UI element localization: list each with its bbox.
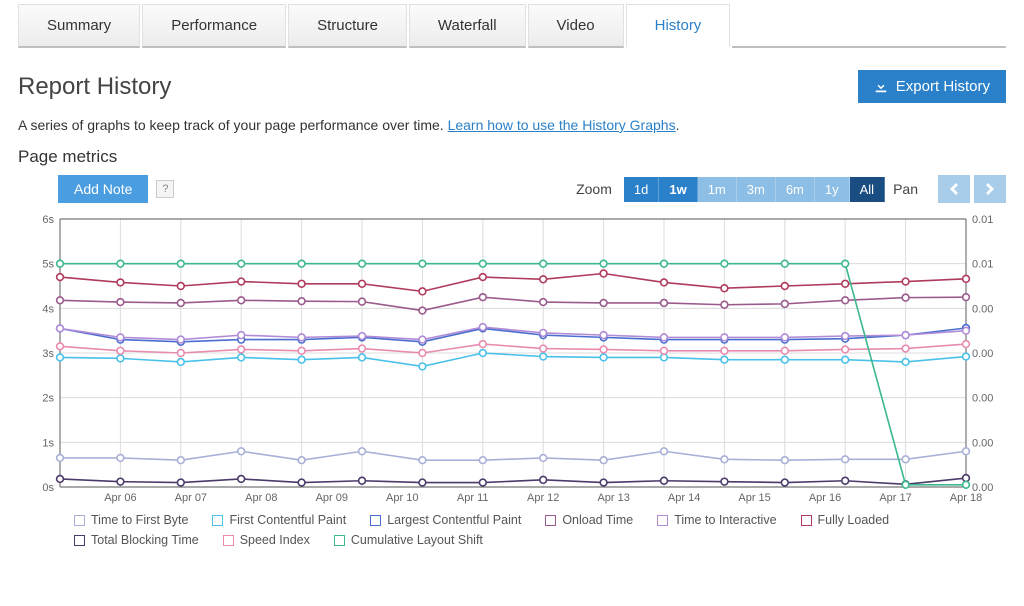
legend-swatch bbox=[334, 535, 345, 546]
legend-label: Onload Time bbox=[562, 513, 633, 527]
svg-text:Apr 09: Apr 09 bbox=[316, 492, 348, 504]
zoom-1w-button[interactable]: 1w bbox=[659, 177, 697, 202]
svg-text:Apr 11: Apr 11 bbox=[457, 492, 489, 504]
legend-item[interactable]: Total Blocking Time bbox=[74, 533, 199, 547]
svg-text:Apr 17: Apr 17 bbox=[879, 492, 911, 504]
legend-label: Largest Contentful Paint bbox=[387, 513, 521, 527]
pan-button-group bbox=[938, 175, 1006, 203]
pan-left-button[interactable] bbox=[938, 175, 970, 203]
tab-summary[interactable]: Summary bbox=[18, 4, 140, 48]
zoom-all-button[interactable]: All bbox=[850, 177, 885, 202]
export-history-label: Export History bbox=[896, 78, 990, 95]
page-title: Report History bbox=[18, 73, 171, 101]
tab-structure[interactable]: Structure bbox=[288, 4, 407, 48]
tab-waterfall[interactable]: Waterfall bbox=[409, 4, 526, 48]
legend-label: Cumulative Layout Shift bbox=[351, 533, 483, 547]
svg-text:Apr 07: Apr 07 bbox=[175, 492, 207, 504]
pan-label: Pan bbox=[893, 181, 918, 197]
svg-text:5s: 5s bbox=[42, 259, 54, 271]
svg-text:Apr 16: Apr 16 bbox=[809, 492, 841, 504]
svg-text:0.01: 0.01 bbox=[972, 214, 993, 226]
legend-item[interactable]: Cumulative Layout Shift bbox=[334, 533, 483, 547]
zoom-1d-button[interactable]: 1d bbox=[624, 177, 659, 202]
svg-text:0.01: 0.01 bbox=[972, 259, 993, 271]
svg-text:3s: 3s bbox=[42, 348, 54, 360]
download-icon bbox=[874, 80, 888, 94]
learn-history-graphs-link[interactable]: Learn how to use the History Graphs bbox=[448, 117, 676, 133]
legend-swatch bbox=[657, 515, 668, 526]
legend-swatch bbox=[370, 515, 381, 526]
legend-label: Speed Index bbox=[240, 533, 310, 547]
history-description-text: A series of graphs to keep track of your… bbox=[18, 117, 448, 133]
zoom-button-group: 1d1w1m3m6m1yAll bbox=[624, 177, 885, 202]
zoom-3m-button[interactable]: 3m bbox=[737, 177, 776, 202]
legend-label: Fully Loaded bbox=[818, 513, 890, 527]
legend-item[interactable]: Largest Contentful Paint bbox=[370, 513, 521, 527]
legend-item[interactable]: Onload Time bbox=[545, 513, 633, 527]
chart-legend: Time to First Byte First Contentful Paint… bbox=[18, 513, 1006, 547]
svg-text:0s: 0s bbox=[42, 482, 54, 494]
legend-swatch bbox=[545, 515, 556, 526]
chevron-left-icon bbox=[949, 182, 959, 196]
zoom-1y-button[interactable]: 1y bbox=[815, 177, 850, 202]
svg-text:0.00: 0.00 bbox=[972, 393, 993, 405]
help-icon[interactable]: ? bbox=[156, 180, 174, 198]
svg-text:Apr 06: Apr 06 bbox=[104, 492, 136, 504]
svg-text:4s: 4s bbox=[42, 303, 54, 315]
svg-text:0.00: 0.00 bbox=[972, 482, 993, 494]
chevron-right-icon bbox=[985, 182, 995, 196]
svg-text:2s: 2s bbox=[42, 393, 54, 405]
legend-label: Total Blocking Time bbox=[91, 533, 199, 547]
legend-swatch bbox=[223, 535, 234, 546]
chart-controls: Add Note ? Zoom 1d1w1m3m6m1yAll Pan bbox=[18, 175, 1006, 203]
zoom-label: Zoom bbox=[576, 181, 612, 197]
svg-text:0.00: 0.00 bbox=[972, 437, 993, 449]
svg-text:Apr 08: Apr 08 bbox=[245, 492, 277, 504]
export-history-button[interactable]: Export History bbox=[858, 70, 1006, 103]
tab-history[interactable]: History bbox=[626, 4, 731, 48]
legend-item[interactable]: Fully Loaded bbox=[801, 513, 890, 527]
legend-item[interactable]: Time to Interactive bbox=[657, 513, 776, 527]
svg-text:Apr 14: Apr 14 bbox=[668, 492, 700, 504]
svg-text:6s: 6s bbox=[42, 214, 54, 226]
svg-text:0.00: 0.00 bbox=[972, 303, 993, 315]
svg-text:Apr 10: Apr 10 bbox=[386, 492, 418, 504]
header-row: Report History Export History bbox=[18, 70, 1006, 103]
section-title: Page metrics bbox=[18, 147, 1006, 167]
legend-label: Time to First Byte bbox=[91, 513, 188, 527]
report-tabs: SummaryPerformanceStructureWaterfallVide… bbox=[18, 4, 1006, 48]
page-metrics-chart: 0s 1s 2s 3s 4s 5s 6s Apr 06 Apr 07 Apr 08 Apr 09 Ap… bbox=[18, 207, 1006, 507]
legend-label: Time to Interactive bbox=[674, 513, 776, 527]
legend-item[interactable]: First Contentful Paint bbox=[212, 513, 346, 527]
zoom-1m-button[interactable]: 1m bbox=[698, 177, 737, 202]
legend-swatch bbox=[74, 535, 85, 546]
svg-text:1s: 1s bbox=[42, 437, 54, 449]
chart-svg: 0s 1s 2s 3s 4s 5s 6s Apr 06 Apr 07 Apr 08 Apr 09 Ap… bbox=[18, 207, 1006, 507]
history-description: A series of graphs to keep track of your… bbox=[18, 117, 1006, 133]
legend-swatch bbox=[212, 515, 223, 526]
svg-text:Apr 15: Apr 15 bbox=[738, 492, 770, 504]
tab-filler bbox=[732, 4, 1006, 48]
legend-swatch bbox=[801, 515, 812, 526]
tab-performance[interactable]: Performance bbox=[142, 4, 286, 48]
history-description-period: . bbox=[676, 117, 680, 133]
legend-item[interactable]: Speed Index bbox=[223, 533, 310, 547]
legend-swatch bbox=[74, 515, 85, 526]
svg-text:Apr 12: Apr 12 bbox=[527, 492, 559, 504]
svg-text:Apr 13: Apr 13 bbox=[597, 492, 629, 504]
pan-right-button[interactable] bbox=[974, 175, 1006, 203]
legend-item[interactable]: Time to First Byte bbox=[74, 513, 188, 527]
zoom-6m-button[interactable]: 6m bbox=[776, 177, 815, 202]
tab-video[interactable]: Video bbox=[528, 4, 624, 48]
add-note-button[interactable]: Add Note bbox=[58, 175, 148, 203]
svg-text:0.00: 0.00 bbox=[972, 348, 993, 360]
legend-label: First Contentful Paint bbox=[229, 513, 346, 527]
